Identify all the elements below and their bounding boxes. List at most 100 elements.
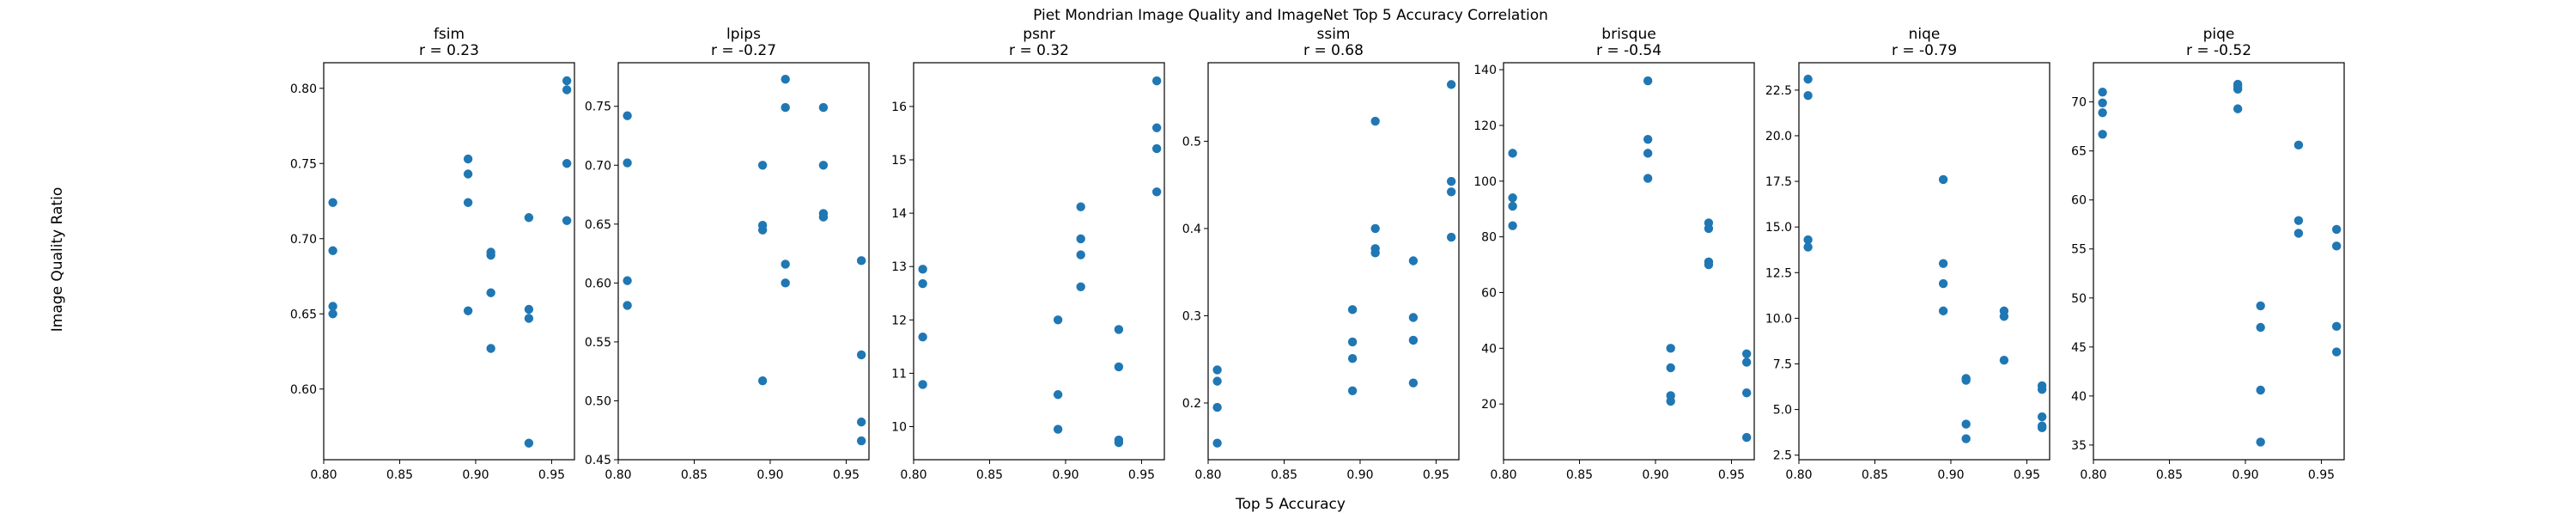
data-point [1076, 250, 1085, 260]
data-point [1446, 187, 1456, 197]
y-tick-label: 60 [2071, 194, 2087, 208]
plot-frame [617, 62, 870, 461]
data-point [781, 260, 790, 269]
data-point [2098, 130, 2107, 139]
data-point [2233, 84, 2243, 95]
x-tick-label: 0.80 [310, 468, 337, 482]
data-point [2331, 241, 2342, 251]
y-tick-label: 0.3 [1182, 309, 1201, 323]
x-tick-label: 0.85 [1566, 468, 1593, 482]
y-tick-label: 0.5 [1182, 135, 1201, 149]
data-point [1347, 337, 1358, 347]
plot-frame [1798, 62, 2050, 461]
data-point [757, 161, 768, 170]
x-tick-label: 0.90 [1937, 468, 1964, 482]
y-tick-label: 40 [1481, 342, 1497, 356]
data-point [623, 276, 632, 285]
subplot-correlation: r = -0.27 [711, 42, 776, 59]
data-point [918, 380, 927, 389]
data-point [1741, 388, 1752, 398]
data-point [1666, 344, 1675, 353]
x-tick-label: 0.80 [900, 468, 927, 482]
data-point [524, 213, 534, 223]
data-point [1370, 116, 1380, 126]
data-point [524, 438, 534, 448]
data-point [1938, 306, 1948, 316]
data-point [1961, 434, 1971, 443]
data-point [2256, 437, 2265, 447]
data-point [1803, 242, 1813, 252]
y-tick-label: 70 [2071, 96, 2087, 110]
data-point [2098, 98, 2107, 107]
data-point [2293, 216, 2304, 225]
data-point [1151, 143, 1162, 154]
data-point [1938, 174, 1948, 185]
data-point [463, 198, 473, 207]
y-tick-label: 5.0 [1773, 404, 1792, 418]
plot-frame [913, 62, 1165, 461]
data-point [781, 102, 790, 113]
data-point [562, 85, 572, 95]
subplot-title: psnr [1023, 26, 1054, 43]
data-point [1347, 354, 1358, 363]
subplot-correlation: r = 0.32 [1009, 42, 1069, 59]
data-point [463, 306, 473, 315]
data-point [2256, 385, 2265, 395]
data-point [328, 246, 337, 255]
y-tick-label: 80 [1481, 231, 1497, 245]
y-tick-label: 0.75 [585, 101, 611, 114]
y-tick-label: 2.5 [1773, 449, 1792, 463]
data-point [328, 302, 337, 311]
subplot-correlation: r = 0.23 [419, 42, 479, 59]
x-tick-label: 0.80 [1490, 468, 1516, 482]
data-point [1370, 248, 1380, 258]
data-point [1508, 193, 1517, 203]
data-point [2331, 347, 2342, 357]
data-point [1446, 232, 1456, 242]
data-point [1741, 357, 1752, 367]
y-tick-label: 10.0 [1765, 312, 1792, 326]
subplot-correlation: r = -0.54 [1596, 42, 1662, 59]
data-point [2256, 322, 2265, 333]
data-point [1961, 419, 1971, 429]
plot-frame [323, 62, 575, 461]
data-point [562, 76, 572, 86]
x-tick-label: 0.95 [2308, 468, 2335, 482]
y-tick-label: 60 [1481, 286, 1497, 300]
data-point [2256, 301, 2265, 311]
plot-frame [1207, 62, 1460, 461]
data-point [1053, 315, 1063, 325]
subplot-correlation: r = 0.68 [1303, 42, 1364, 59]
data-point [2331, 321, 2342, 332]
x-tick-label: 0.85 [976, 468, 1003, 482]
x-tick-label: 0.95 [538, 468, 565, 482]
y-tick-label: 12.5 [1765, 266, 1792, 280]
data-point [1212, 438, 1222, 448]
figure-suptitle: Piet Mondrian Image Quality and ImageNet… [1033, 7, 1548, 24]
data-point [1053, 424, 1063, 434]
y-tick-label: 7.5 [1773, 357, 1792, 371]
x-tick-label: 0.95 [2014, 468, 2040, 482]
data-point [1212, 365, 1222, 375]
y-tick-label: 20.0 [1765, 130, 1792, 143]
y-tick-label: 0.70 [585, 159, 611, 173]
data-point [1803, 74, 1813, 84]
subplot-title: brisque [1601, 26, 1656, 43]
data-point [1446, 176, 1456, 186]
y-tick-label: 45 [2071, 341, 2087, 355]
y-tick-label: 100 [1473, 175, 1497, 189]
data-point [2037, 421, 2047, 430]
y-tick-label: 0.2 [1182, 397, 1201, 411]
data-point [1408, 378, 1419, 388]
x-tick-label: 0.85 [386, 468, 413, 482]
data-point [1643, 149, 1653, 158]
y-tick-label: 11 [891, 367, 907, 381]
y-tick-label: 0.80 [290, 82, 317, 96]
data-point [623, 111, 632, 120]
subplot-title: fsim [434, 26, 465, 43]
